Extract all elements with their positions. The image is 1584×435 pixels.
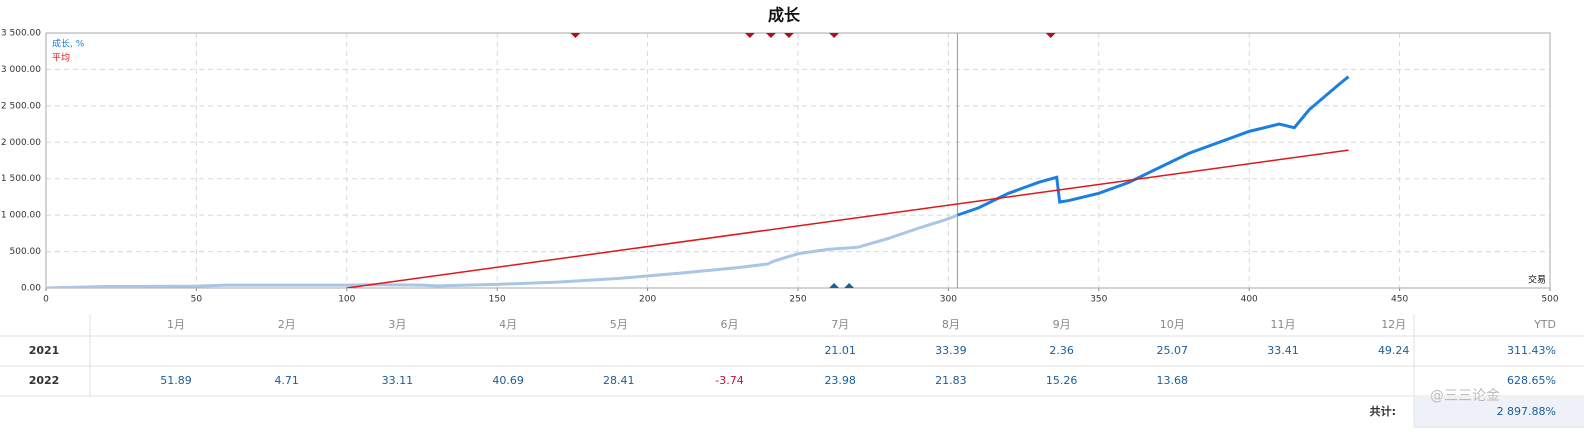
cell-value: 33.11 — [382, 374, 414, 387]
event-marker — [765, 33, 776, 38]
series-line — [346, 149, 1349, 288]
column-header: 6月 — [721, 318, 739, 331]
column-header: 7月 — [831, 318, 849, 331]
ytd-value: 311.43% — [1507, 344, 1556, 357]
column-header: 4月 — [499, 318, 517, 331]
y-tick-label: 500.00 — [10, 247, 42, 257]
cell-value: 13.68 — [1157, 374, 1189, 387]
row-year: 2021 — [29, 344, 60, 357]
cell-value: 51.89 — [160, 374, 192, 387]
y-tick-label: 1 500.00 — [1, 174, 41, 184]
column-header: 5月 — [610, 318, 628, 331]
column-header: 9月 — [1053, 318, 1071, 331]
cell-value: 21.83 — [935, 374, 967, 387]
x-tick-label: 100 — [338, 295, 355, 305]
event-marker — [783, 33, 794, 38]
column-header: 10月 — [1160, 318, 1185, 331]
column-header: 12月 — [1381, 318, 1406, 331]
x-axis-label: 交易 — [1528, 274, 1546, 286]
x-tick-label: 500 — [1541, 295, 1558, 305]
cell-value: 40.69 — [492, 374, 524, 387]
x-tick-label: 350 — [1090, 295, 1107, 305]
total-cell — [1414, 397, 1584, 428]
x-tick-label: 250 — [789, 295, 806, 305]
y-tick-label: 0.00 — [21, 284, 41, 294]
total-value: 2 897.88% — [1497, 405, 1556, 418]
cell-value: 25.07 — [1157, 344, 1189, 357]
cell-value: 49.24 — [1378, 344, 1410, 357]
cell-value: 23.98 — [824, 374, 856, 387]
event-marker — [844, 283, 855, 288]
y-tick-label: 3 500.00 — [1, 29, 41, 39]
x-tick-label: 400 — [1241, 295, 1258, 305]
event-marker — [744, 33, 755, 38]
cell-value: 33.41 — [1267, 344, 1299, 357]
chart-title: 成长 — [768, 6, 801, 25]
cell-value: 4.71 — [274, 374, 299, 387]
total-label: 共计: — [1370, 404, 1396, 418]
event-marker — [1045, 33, 1056, 38]
series-line — [956, 75, 1350, 217]
series-line — [46, 213, 958, 288]
column-header: 2月 — [278, 318, 296, 331]
column-header: 3月 — [388, 318, 406, 331]
row-year: 2022 — [29, 374, 60, 387]
y-tick-label: 2 000.00 — [1, 138, 41, 148]
y-tick-label: 1 000.00 — [1, 211, 41, 221]
x-tick-label: 200 — [639, 295, 656, 305]
x-tick-label: 50 — [191, 295, 203, 305]
ytd-value: 628.65% — [1507, 374, 1556, 387]
event-marker — [829, 33, 840, 38]
cell-value: 21.01 — [824, 344, 856, 357]
x-tick-label: 450 — [1391, 295, 1408, 305]
column-header: YTD — [1533, 318, 1556, 331]
column-header: 1月 — [167, 318, 185, 331]
x-tick-label: 150 — [489, 295, 506, 305]
cell-value: 28.41 — [603, 374, 635, 387]
plot — [46, 75, 1350, 288]
x-tick-label: 0 — [43, 295, 49, 305]
column-header: 11月 — [1271, 318, 1296, 331]
plot-border — [45, 32, 1551, 289]
cell-value: 15.26 — [1046, 374, 1078, 387]
cell-value: -3.74 — [715, 374, 743, 387]
cell-value: 33.39 — [935, 344, 967, 357]
column-header: 8月 — [942, 318, 960, 331]
cell-value: 2.36 — [1049, 344, 1074, 357]
event-marker — [570, 33, 581, 38]
y-tick-label: 3 000.00 — [1, 65, 41, 75]
x-tick-label: 300 — [940, 295, 957, 305]
event-marker — [829, 283, 840, 288]
y-tick-label: 2 500.00 — [1, 101, 41, 111]
legend-label: 平均 — [52, 52, 70, 64]
legend-label: 成长, % — [52, 38, 85, 50]
